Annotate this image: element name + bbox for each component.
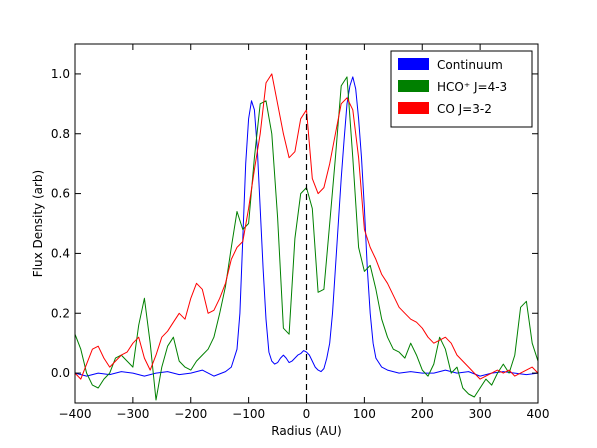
y-tick-label: 0.0 [51,366,70,380]
x-axis-title: Radius (AU) [271,424,341,438]
x-tick-label: −300 [116,407,149,421]
legend-swatch [398,80,429,92]
x-tick-label: −200 [174,407,207,421]
x-tick-label: 200 [411,407,434,421]
x-tick-label: 100 [353,407,376,421]
x-tick-label: 300 [469,407,492,421]
y-axis-title: Flux Density (arb) [31,170,45,277]
axes: −400 −300 −200 −100 0 100 200 300 400 0.0 0.2 0.4 0.… [51,43,550,421]
x-tick-label: −100 [232,407,265,421]
x-tick-label: 0 [303,407,311,421]
legend: Continuum HCO⁺ J=4-3 CO J=3-2 [390,50,533,128]
legend-swatch [398,58,429,70]
y-tick-label: 1.0 [51,67,70,81]
y-tick-label: 0.6 [51,187,70,201]
legend-swatch [398,102,429,114]
series-line-0 [75,76,538,377]
y-tick-label: 0.2 [51,306,70,320]
legend-label: CO J=3-2 [437,102,492,116]
y-tick-label: 0.4 [51,246,70,260]
y-tick-label: 0.8 [51,127,70,141]
legend-label: Continuum [437,58,503,72]
x-tick-label: 400 [527,407,550,421]
x-tick-label: −400 [59,407,92,421]
legend-label: HCO⁺ J=4-3 [437,80,507,94]
